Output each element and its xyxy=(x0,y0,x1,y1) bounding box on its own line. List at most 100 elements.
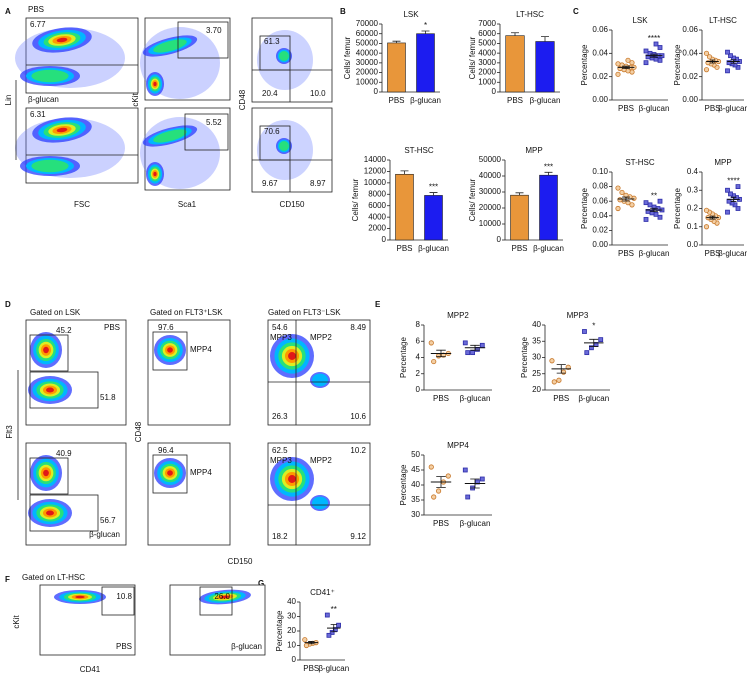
density-contour xyxy=(46,510,54,516)
y-tick-label: 4 xyxy=(416,353,421,362)
data-point xyxy=(565,364,571,370)
density-contour xyxy=(31,159,69,173)
gate-value: 6.31 xyxy=(30,110,46,119)
sem-bar xyxy=(436,476,446,488)
y-tick-label: 0.00 xyxy=(682,95,698,104)
data-point xyxy=(725,68,730,74)
gate-value: 40.9 xyxy=(56,449,72,458)
condition-label: β-glucan xyxy=(89,530,120,539)
data-point xyxy=(725,209,730,215)
y-axis-label: Percentage xyxy=(673,44,682,85)
density-contour xyxy=(153,129,187,143)
gate xyxy=(152,331,188,371)
y-tick-label: 2 xyxy=(416,369,421,378)
x-tick-label: PBS xyxy=(704,104,720,113)
data-point xyxy=(615,205,621,212)
y-axis-label: Cells/ femur xyxy=(468,36,477,79)
y-tick-label: 40 xyxy=(411,480,420,489)
data-point xyxy=(589,345,594,351)
bar xyxy=(535,41,555,93)
gate xyxy=(29,494,99,532)
sem-bar xyxy=(709,215,716,220)
x-tick-label: PBS xyxy=(303,664,319,673)
data-point xyxy=(726,60,732,66)
sem-bar xyxy=(622,196,630,202)
gate-value: 70.6 xyxy=(264,127,280,136)
significance: ** xyxy=(651,191,657,200)
significance: **** xyxy=(648,34,660,43)
density-contour xyxy=(43,469,49,477)
condition-label: β-glucan xyxy=(28,95,59,104)
y-tick-label: 40000 xyxy=(479,171,502,180)
gate xyxy=(184,113,229,151)
gate xyxy=(259,125,291,161)
data-point xyxy=(582,329,587,334)
x-tick-label: PBS xyxy=(507,96,523,105)
y-tick-label: 50 xyxy=(411,450,420,459)
y-tick-label: 6000 xyxy=(478,29,496,38)
x-tick-label: β-glucan xyxy=(318,664,349,673)
significance: *** xyxy=(544,162,553,171)
gate-label: MPP2 xyxy=(310,333,332,342)
y-axis-label: Percentage xyxy=(580,44,589,85)
sem-bar xyxy=(470,478,480,489)
gate-value: 20.4 xyxy=(262,89,278,98)
x-tick-label: PBS xyxy=(618,249,634,258)
y-tick-label: 2000 xyxy=(368,224,386,233)
sem-bar xyxy=(730,196,737,202)
data-point xyxy=(560,369,567,375)
y-axis-label: Cells/ femur xyxy=(351,178,360,221)
y-tick-label: 70000 xyxy=(356,19,379,28)
gate-value: 96.4 xyxy=(158,446,174,455)
data-point xyxy=(462,467,468,473)
axis-label: CD150 xyxy=(280,200,305,209)
gate-value: 26.3 xyxy=(272,412,288,421)
y-axis-label: Percentage xyxy=(580,187,589,228)
chart-title: MPP4 xyxy=(447,441,469,450)
gate-header: Gated on FLT3⁺LSK xyxy=(150,308,223,317)
chart-title: LSK xyxy=(632,16,648,25)
gate-value: 97.6 xyxy=(158,323,174,332)
gate xyxy=(101,586,135,616)
y-tick-label: 0.06 xyxy=(592,196,608,205)
sem-bar xyxy=(308,641,315,645)
data-point xyxy=(645,209,651,214)
density-contour xyxy=(43,346,49,354)
y-tick-label: 40 xyxy=(532,320,541,329)
x-tick-label: PBS xyxy=(433,394,449,403)
density-contour xyxy=(279,141,289,151)
data-point xyxy=(725,187,730,193)
y-tick-label: 6 xyxy=(416,336,421,345)
data-point xyxy=(470,350,475,356)
axis-label: Sca1 xyxy=(178,200,197,209)
data-point xyxy=(445,473,451,479)
data-point xyxy=(657,57,663,63)
data-point xyxy=(657,198,663,204)
plot-frame xyxy=(251,17,333,103)
y-tick-label: 30000 xyxy=(479,187,502,196)
data-point xyxy=(431,358,437,365)
gate xyxy=(152,454,188,494)
y-tick-label: 7000 xyxy=(478,19,496,28)
data-point xyxy=(615,185,621,191)
density-contour xyxy=(46,387,54,393)
y-axis-label: Percentage xyxy=(520,336,529,377)
data-point xyxy=(617,197,623,203)
x-tick-label: PBS xyxy=(553,394,569,403)
bar xyxy=(395,173,414,241)
y-tick-label: 10000 xyxy=(479,219,502,228)
y-tick-label: 30 xyxy=(411,510,420,519)
data-point xyxy=(326,632,332,638)
error-bar xyxy=(541,36,549,42)
panel-letter: D xyxy=(5,300,11,309)
y-axis-label: Percentage xyxy=(399,464,408,505)
density-contour xyxy=(153,81,157,87)
y-tick-label: 0.02 xyxy=(592,72,608,81)
condition-label: PBS xyxy=(28,5,44,14)
data-point xyxy=(703,67,710,73)
data-point xyxy=(643,200,649,206)
density-contour xyxy=(56,37,68,43)
data-point xyxy=(728,53,733,59)
y-tick-label: 20000 xyxy=(479,203,502,212)
y-tick-label: 0.06 xyxy=(682,25,698,34)
